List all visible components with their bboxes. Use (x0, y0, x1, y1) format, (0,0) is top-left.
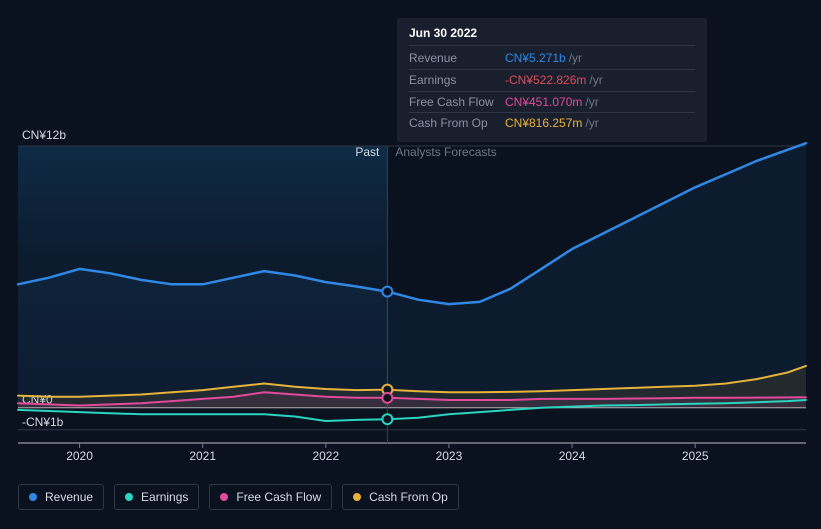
tooltip-row: Free Cash FlowCN¥451.070m/yr (409, 92, 695, 114)
tooltip-row: Earnings-CN¥522.826m/yr (409, 70, 695, 92)
tooltip-row-value: -CN¥522.826m (505, 72, 586, 89)
tooltip-date: Jun 30 2022 (409, 26, 695, 46)
tooltip-row-value: CN¥816.257m (505, 115, 582, 132)
tooltip-row-value: CN¥451.070m (505, 94, 582, 111)
legend-label: Revenue (45, 490, 93, 504)
svg-text:2023: 2023 (436, 449, 463, 463)
tooltip-row: RevenueCN¥5.271b/yr (409, 48, 695, 70)
svg-text:2021: 2021 (189, 449, 216, 463)
legend-label: Earnings (141, 490, 188, 504)
legend-item-revenue[interactable]: Revenue (18, 484, 104, 510)
tooltip-row-label: Free Cash Flow (409, 94, 505, 111)
legend-item-earnings[interactable]: Earnings (114, 484, 199, 510)
legend-dot-icon (29, 493, 37, 501)
tooltip-row-value: CN¥5.271b (505, 50, 566, 67)
svg-text:2025: 2025 (682, 449, 709, 463)
svg-text:CN¥12b: CN¥12b (22, 128, 66, 142)
legend-item-cashop[interactable]: Cash From Op (342, 484, 459, 510)
tooltip-row-label: Earnings (409, 72, 505, 89)
legend-item-fcf[interactable]: Free Cash Flow (209, 484, 332, 510)
legend-dot-icon (125, 493, 133, 501)
legend-dot-icon (353, 493, 361, 501)
svg-text:Past: Past (355, 145, 380, 159)
tooltip-row: Cash From OpCN¥816.257m/yr (409, 113, 695, 134)
tooltip-row-label: Revenue (409, 50, 505, 67)
chart-tooltip: Jun 30 2022 RevenueCN¥5.271b/yrEarnings-… (397, 18, 707, 142)
tooltip-row-unit: /yr (589, 72, 602, 89)
svg-text:2020: 2020 (66, 449, 93, 463)
legend-label: Cash From Op (369, 490, 448, 504)
svg-text:2024: 2024 (559, 449, 586, 463)
tooltip-row-unit: /yr (585, 115, 598, 132)
legend-label: Free Cash Flow (236, 490, 321, 504)
chart-legend: Revenue Earnings Free Cash Flow Cash From O… (18, 484, 459, 510)
legend-dot-icon (220, 493, 228, 501)
tooltip-row-unit: /yr (585, 94, 598, 111)
svg-text:Analysts Forecasts: Analysts Forecasts (395, 145, 496, 159)
tooltip-row-unit: /yr (569, 50, 582, 67)
svg-text:2022: 2022 (312, 449, 339, 463)
svg-text:-CN¥1b: -CN¥1b (22, 415, 64, 429)
tooltip-row-label: Cash From Op (409, 115, 505, 132)
